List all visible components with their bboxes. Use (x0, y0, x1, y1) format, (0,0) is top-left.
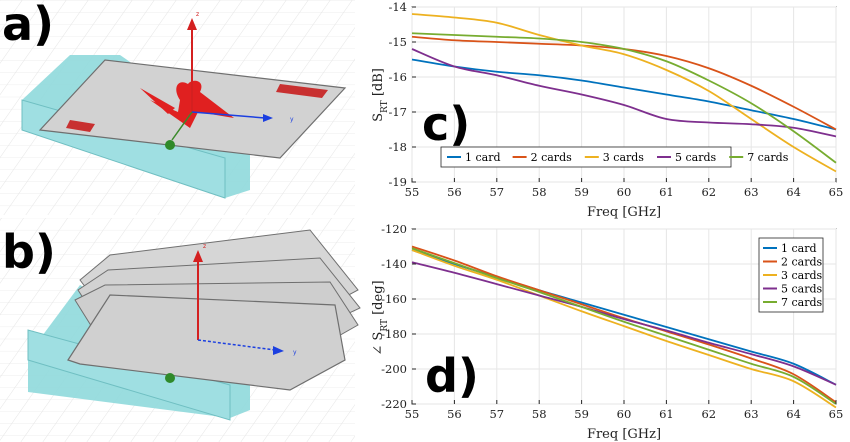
x-tick-label: 65 (829, 185, 844, 199)
chart-c: 55 56 57 58 59 60 61 62 63 64 65 -14 -15 -16 -17 -18 -19… (371, 0, 843, 220)
y-axis-label-b: y (293, 349, 297, 356)
y-tick-label: -14 (388, 0, 407, 14)
card-stack-1 (67, 294, 346, 391)
legend-entry: 1 card (465, 151, 501, 164)
antenna-feed (140, 88, 175, 114)
y-tick-label: -15 (388, 35, 407, 49)
x-axis-marker-b (165, 373, 175, 383)
z-axis-arrow (187, 18, 197, 30)
y-tick-label: -160 (381, 292, 407, 306)
series-line-3-cards (411, 249, 837, 409)
chart-d: 55 56 57 58 59 60 61 62 63 64 65 -120 -140 -160 -180 -2… (371, 222, 843, 442)
x-tick-label: 56 (447, 185, 462, 199)
x-tick-label: 55 (405, 185, 420, 199)
y-axis-arrow-b (273, 346, 284, 355)
y-axis-label: y (290, 116, 294, 123)
z-axis-label: z (196, 11, 199, 18)
z-axis-label-b: z (203, 243, 206, 250)
y-tick-label: -18 (388, 140, 407, 154)
x-tick-label: 61 (659, 407, 674, 421)
x-tick-label: 55 (405, 407, 420, 421)
z-axis-arrow-b (193, 250, 203, 262)
card-mark-right (276, 84, 328, 98)
y-tick-label: -200 (381, 362, 407, 376)
x-tick-label: 58 (532, 185, 547, 199)
legend-entry: 2 cards (781, 256, 823, 269)
legend-entry: 5 cards (675, 151, 717, 164)
x-tick-label: 60 (617, 185, 632, 199)
y-tick-label: -220 (381, 397, 407, 411)
chart-c-ticks: 55 56 57 58 59 60 61 62 63 64 65 -14 -15 -16 -17 -18 -19 (388, 0, 843, 199)
series-line-5-cards (411, 261, 837, 386)
legend-entry: 2 cards (531, 151, 573, 164)
x-tick-label: 64 (786, 407, 801, 421)
x-tick-label: 59 (574, 407, 589, 421)
legend-entry: 3 cards (603, 151, 645, 164)
series-line-5-cards (411, 48, 837, 138)
y-tick-label: -19 (388, 175, 407, 189)
y-tick-label: -140 (381, 257, 407, 271)
panel-label-a: a) (2, 0, 54, 51)
chart-d-y-axis-label: ∠ SRT [deg] (371, 280, 390, 355)
x-tick-label: 63 (744, 407, 759, 421)
chart-c-series (411, 13, 837, 173)
x-tick-label: 62 (701, 185, 716, 199)
chart-d-gridlines (411, 228, 837, 405)
y-axis-line-b (197, 339, 276, 351)
x-tick-label: 62 (701, 407, 716, 421)
panel-a: z y a) (0, 0, 355, 215)
x-tick-label: 57 (489, 185, 504, 199)
series-line-7-cards (411, 247, 837, 405)
series-line-1-card (411, 58, 837, 131)
y-tick-label: -120 (381, 222, 407, 236)
x-tick-label: 58 (532, 407, 547, 421)
legend-entry: 3 cards (781, 269, 823, 282)
legend-entry: 5 cards (781, 283, 823, 296)
x-tick-label: 56 (447, 407, 462, 421)
y-axis-arrow (263, 114, 273, 122)
panel-label-b: b) (2, 225, 56, 279)
x-tick-label: 59 (574, 185, 589, 199)
series-line-3-cards (411, 13, 837, 173)
chart-d-ticks: 55 56 57 58 59 60 61 62 63 64 65 -120 -140 -160 -180 -2… (381, 222, 843, 421)
x-axis-line (171, 111, 193, 141)
x-tick-label: 64 (786, 185, 801, 199)
legend-entry: 7 cards (781, 296, 823, 309)
chart-c-legend: 1 card 2 cards 3 cards 5 cards 7 cards (440, 146, 789, 168)
legend-entry: 7 cards (747, 151, 789, 164)
chart-d-series (411, 245, 837, 409)
panel-label-c: c) (422, 97, 470, 151)
panel-label-d: d) (425, 349, 479, 403)
y-tick-label: -180 (381, 327, 407, 341)
chart-c-x-axis-label: Freq [GHz] (587, 205, 661, 220)
x-tick-label: 63 (744, 185, 759, 199)
x-tick-label: 57 (489, 407, 504, 421)
y-tick-label: -17 (388, 105, 407, 119)
y-axis-line (191, 111, 266, 119)
x-axis-marker (165, 140, 175, 150)
x-tick-label: 65 (829, 407, 844, 421)
card-mark-left (66, 120, 95, 132)
series-line-7-cards (411, 32, 837, 164)
panel-b: z y b) (0, 218, 361, 442)
legend-entry: 1 card (781, 242, 817, 255)
x-tick-label: 60 (617, 407, 632, 421)
chart-d-x-axis-label: Freq [GHz] (587, 427, 661, 442)
y-tick-label: -16 (388, 70, 407, 84)
x-tick-label: 61 (659, 185, 674, 199)
chart-c-y-axis-label: SRT [dB] (371, 68, 390, 122)
